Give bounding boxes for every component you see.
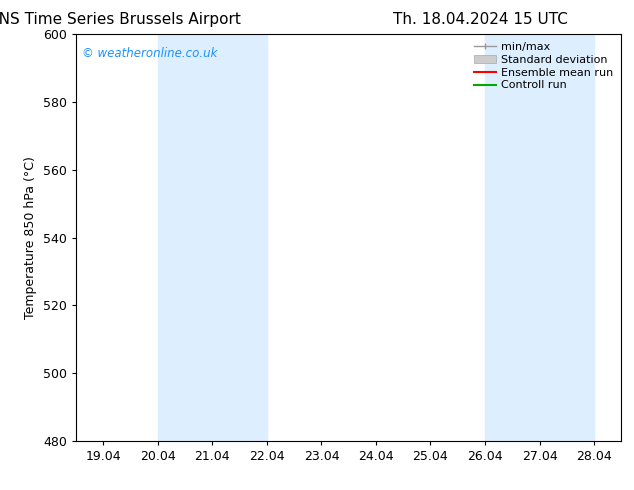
Text: ENS Time Series Brussels Airport: ENS Time Series Brussels Airport: [0, 12, 241, 27]
Y-axis label: Temperature 850 hPa (°C): Temperature 850 hPa (°C): [25, 156, 37, 319]
Text: Th. 18.04.2024 15 UTC: Th. 18.04.2024 15 UTC: [393, 12, 568, 27]
Bar: [485, 34, 594, 441]
Text: © weatheronline.co.uk: © weatheronline.co.uk: [82, 47, 217, 59]
Legend: min/max, Standard deviation, Ensemble mean run, Controll run: min/max, Standard deviation, Ensemble me…: [471, 40, 616, 93]
Bar: [158, 34, 267, 441]
